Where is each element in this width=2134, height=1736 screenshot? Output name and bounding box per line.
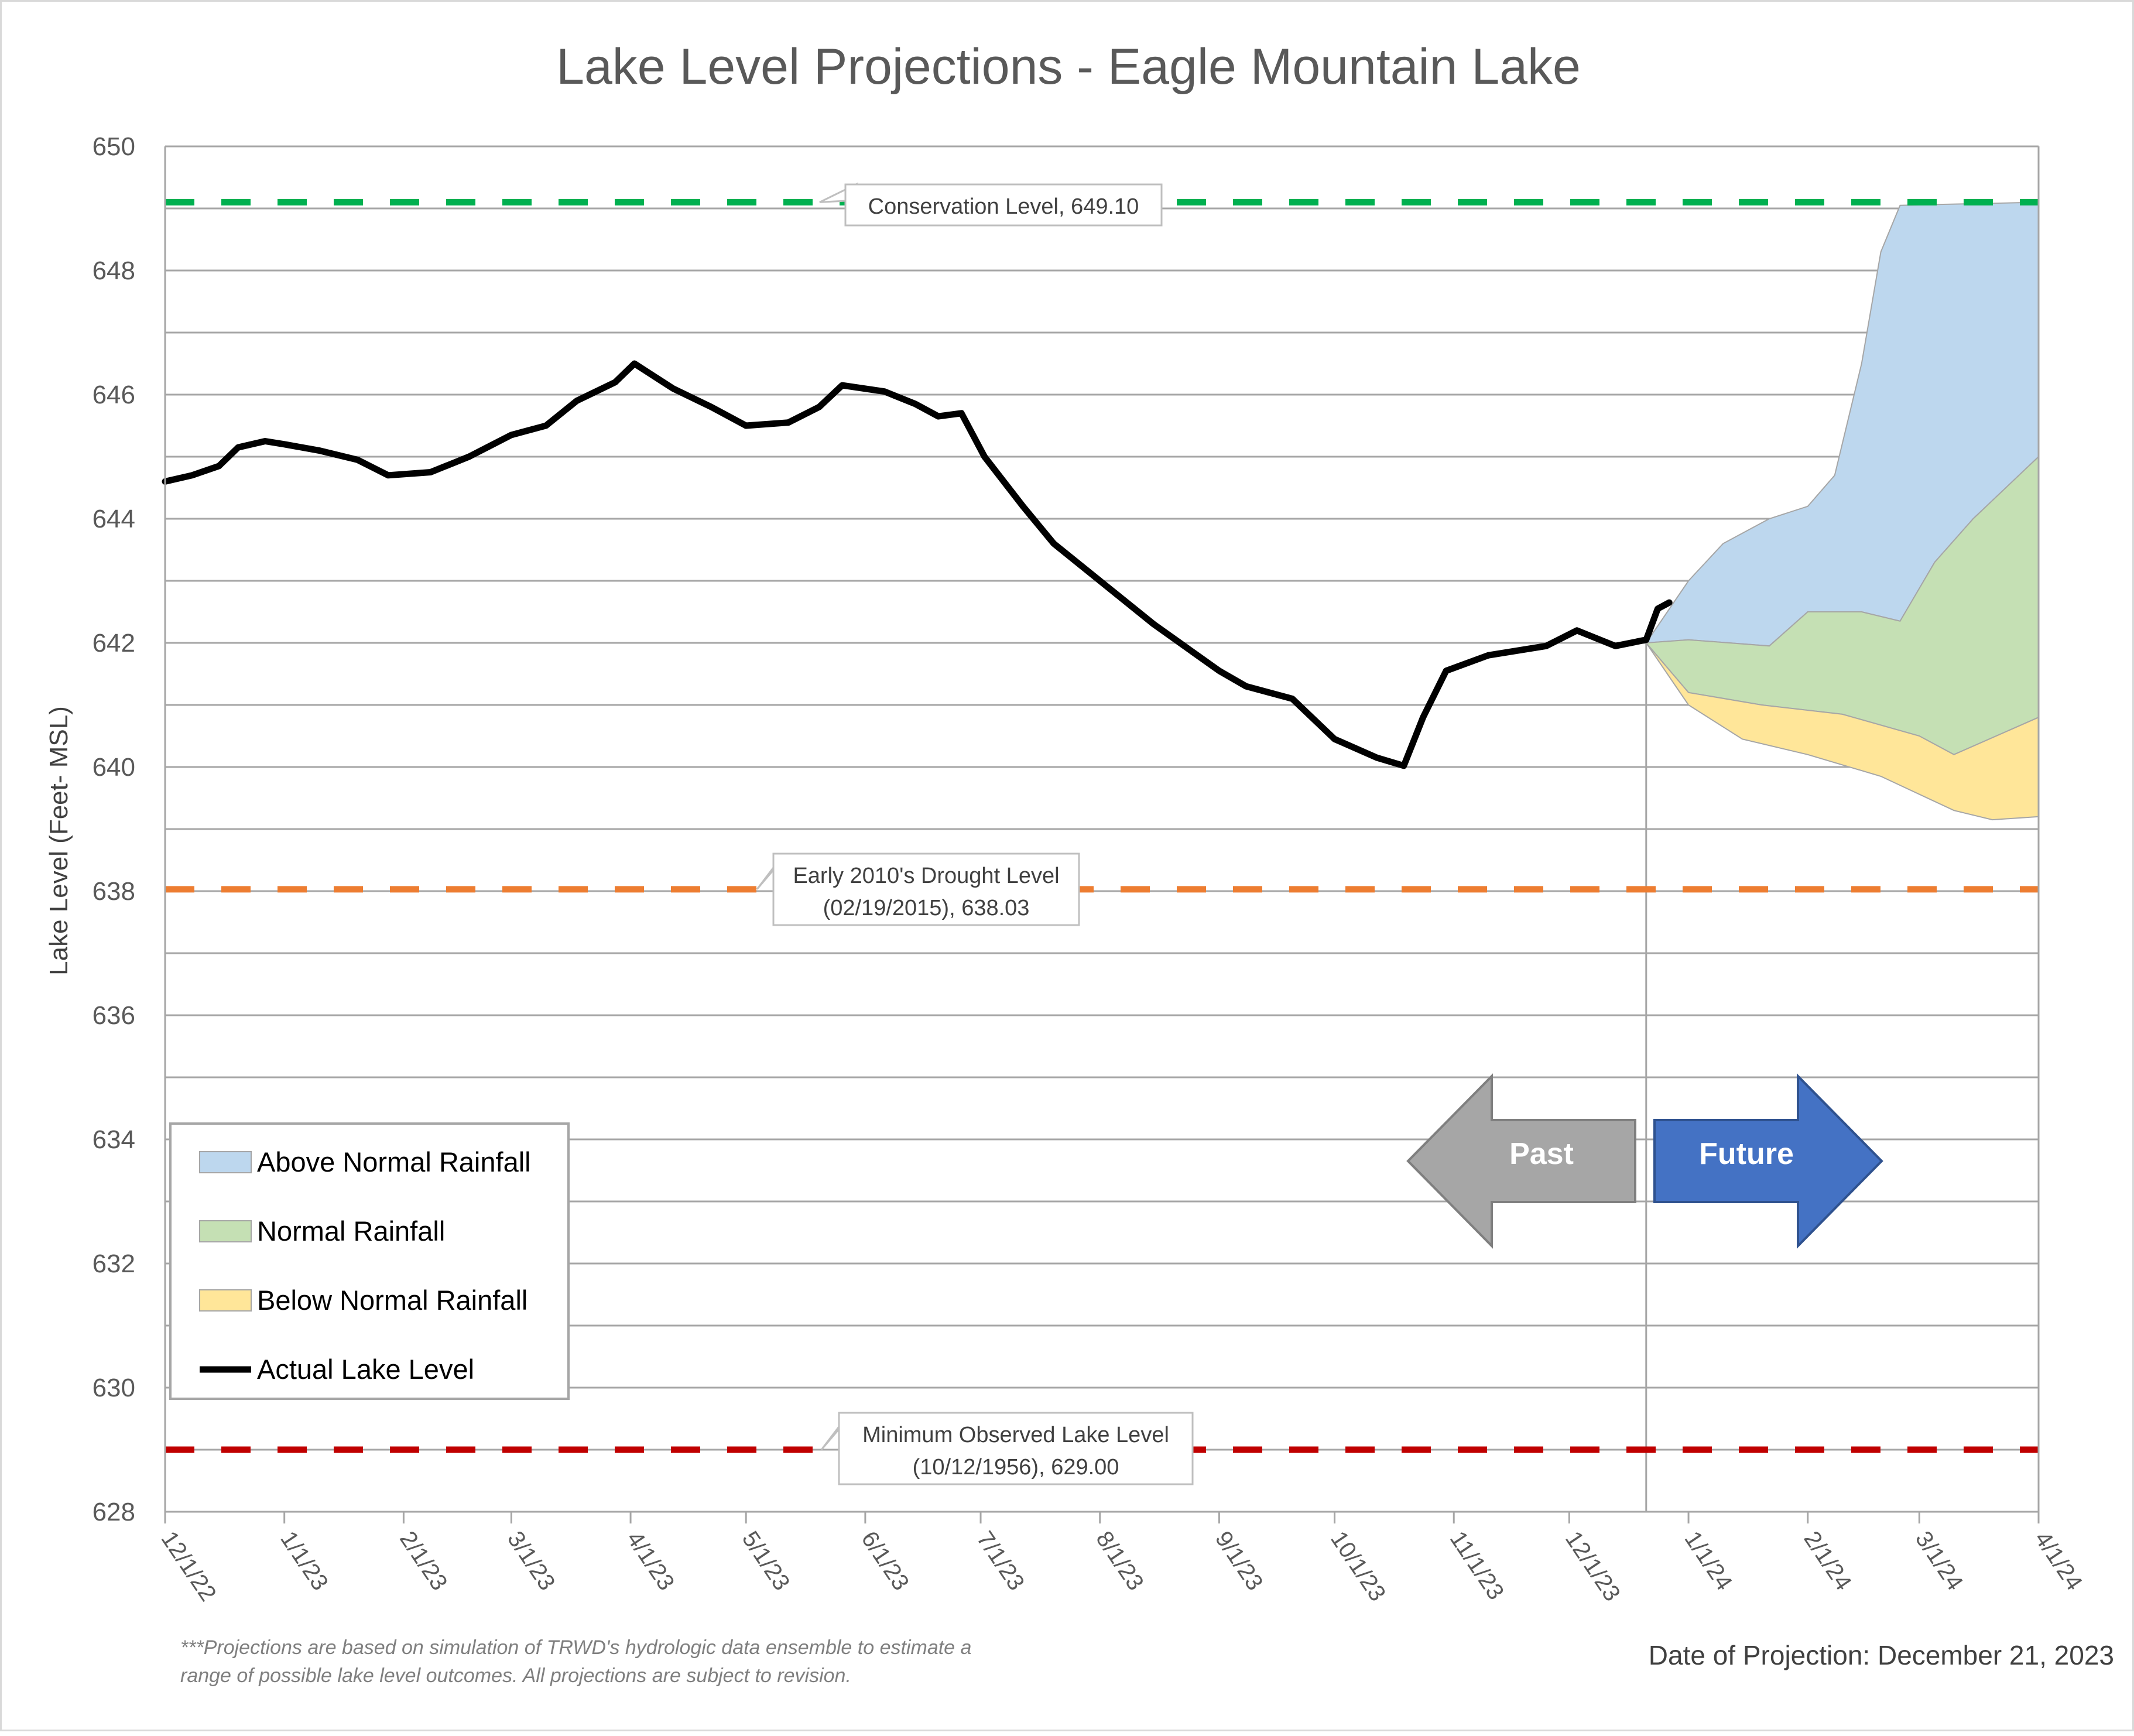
x-tick-label: 1/1/24 [1680,1526,1738,1595]
y-tick-label: 634 [93,1125,135,1154]
past-future-arrows: Past Future [1406,1073,1883,1249]
callout-text: Minimum Observed Lake Level [862,1423,1169,1447]
y-tick-label: 642 [93,629,135,658]
x-tick-label: 5/1/23 [737,1526,795,1595]
footnote-line-2: range of possible lake level outcomes. A… [180,1665,851,1687]
x-tick-label: 12/1/23 [1560,1526,1625,1605]
x-tick-label: 2/1/23 [395,1526,453,1595]
x-tick-label: 3/1/23 [502,1526,560,1595]
x-tick-label: 10/1/23 [1325,1526,1390,1605]
y-tick-label: 644 [93,505,135,533]
callout-box [844,183,1163,227]
callout-box [772,852,1080,926]
y-axis-ticks: 628 630 632 634 636 638 640 642 644 646 648 650 [93,132,135,1526]
y-tick-label: 638 [93,877,135,906]
footnote-line-1: ***Projections are based on simulation o… [180,1636,971,1659]
callout-text: (10/12/1956), 629.00 [913,1455,1119,1480]
y-axis-label: Lake Level (Feet- MSL) [44,706,73,975]
callout-text: Conservation Level, 649.10 [868,194,1139,219]
y-tick-label: 640 [93,753,135,782]
x-tick-label: 12/1/22 [156,1526,221,1605]
projection-bands [1645,201,2039,1512]
actual-lake-level-series [162,360,1673,769]
legend-swatch [199,1220,252,1242]
date-of-projection: Date of Projection: December 21, 2023 [1649,1640,2114,1670]
x-tick-label: 4/1/23 [622,1526,680,1595]
callout-text: (02/19/2015), 638.03 [823,896,1030,920]
x-tick-label: 4/1/24 [2030,1526,2088,1595]
callout-text: Early 2010's Drought Level [793,864,1059,888]
y-tick-label: 646 [93,381,135,409]
past-label: Past [1509,1137,1574,1171]
legend-swatch [199,1151,252,1173]
y-tick-label: 630 [93,1374,135,1402]
y-tick-label: 628 [93,1498,135,1526]
x-tick-label: 6/1/23 [856,1526,914,1595]
legend-label: Below Normal Rainfall [257,1285,527,1316]
legend: Above Normal Rainfall Normal Rainfall Belo… [169,1122,570,1400]
x-tick-label: 2/1/24 [1799,1526,1856,1595]
chart-title: Lake Level Projections - Eagle Mountain … [556,39,1581,95]
actual-lake-level-line [162,360,1673,769]
y-tick-label: 650 [93,132,135,161]
x-tick-label: 9/1/23 [1210,1526,1268,1595]
future-label: Future [1699,1137,1794,1171]
past-arrow [1406,1073,1636,1249]
callout-box [838,1412,1194,1485]
x-tick-label: 11/1/23 [1445,1526,1509,1604]
legend-label: Above Normal Rainfall [257,1146,531,1177]
axes [164,146,2040,1513]
legend-label: Normal Rainfall [257,1215,445,1247]
x-tick-label: 1/1/23 [275,1526,333,1595]
x-tick-label: 3/1/24 [1910,1526,1968,1595]
y-tick-label: 636 [93,1001,135,1030]
legend-swatch [199,1289,252,1312]
x-tick-label: 7/1/23 [972,1526,1030,1595]
x-axis-ticks: 12/1/22 1/1/23 2/1/23 3/1/23 4/1/23 5/1/23 6/1… [156,1512,2088,1606]
y-tick-label: 632 [93,1249,135,1278]
reference-callouts: Conservation Level, 649.10 Early 2010's D… [756,182,1194,1485]
y-tick-label: 648 [93,256,135,285]
legend-label: Actual Lake Level [257,1354,474,1385]
x-tick-label: 8/1/23 [1091,1526,1149,1595]
future-arrow [1653,1073,1883,1249]
